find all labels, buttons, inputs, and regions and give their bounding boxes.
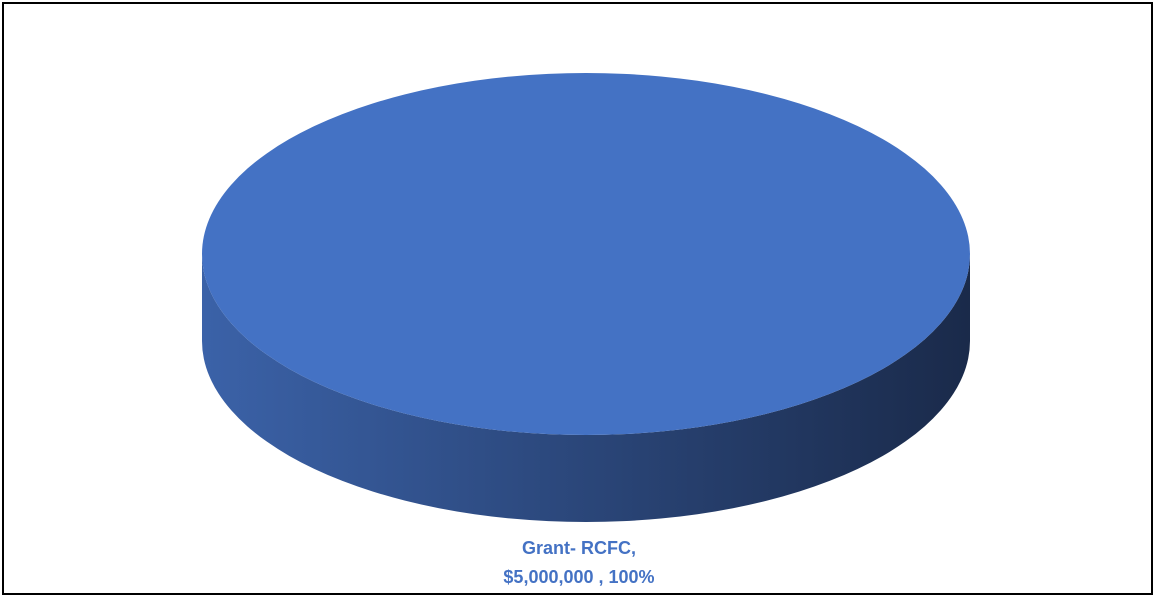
pie-slices (202, 73, 970, 522)
pie-slice-top-0 (202, 73, 970, 435)
data-label-value: $5,000,000 , 100% (503, 567, 655, 587)
data-label-category: Grant- RCFC, (522, 538, 636, 558)
pie-slice-side-0 (202, 254, 970, 522)
